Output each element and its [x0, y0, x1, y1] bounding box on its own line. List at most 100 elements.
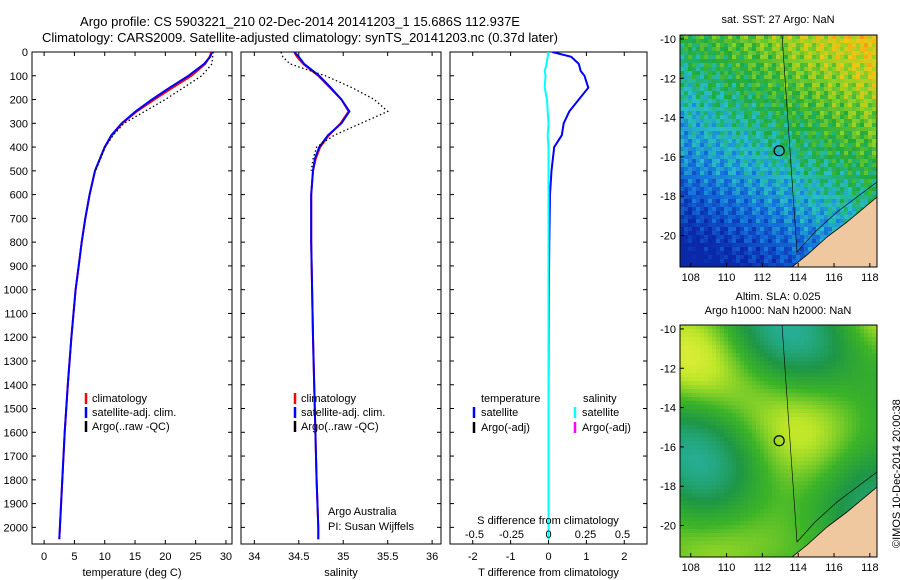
salinity-diff-axis-label: S difference from climatology — [477, 515, 619, 527]
sst-map-frame — [679, 34, 878, 268]
x-tick-label: 5 — [71, 551, 77, 563]
depth-tick-label: 600 — [10, 190, 28, 202]
lat-tick-label: -14 — [660, 403, 676, 415]
lon-tick-label: 110 — [718, 272, 736, 284]
depth-tick-label: 1800 — [4, 475, 28, 487]
lat-tick-label: -14 — [660, 113, 676, 125]
salinity-xlabel: salinity — [324, 567, 358, 579]
lat-tick-label: -12 — [660, 73, 676, 85]
depth-tick-label: 200 — [10, 95, 28, 107]
chart-title-line2: Climatology: CARS2009. Satellite-adjuste… — [42, 30, 558, 45]
depth-tick-label: 300 — [10, 118, 28, 130]
temperature-axes-frame — [31, 51, 233, 545]
lon-tick-label: 108 — [682, 272, 700, 284]
legend-label: satellite-adj. clim. — [301, 407, 385, 419]
depth-tick-label: 500 — [10, 166, 28, 178]
x-tick-label: 34.5 — [288, 551, 309, 563]
legend-label: Argo(-adj) — [481, 422, 530, 434]
sla-map-title-line2: Argo h1000: NaN h2000: NaN — [704, 305, 852, 317]
lat-tick-label: -10 — [660, 34, 676, 46]
lon-tick-label: 112 — [754, 562, 772, 574]
depth-tick-label: 0 — [22, 47, 28, 59]
legend-label: satellite — [582, 407, 619, 419]
lon-tick-label: 114 — [789, 272, 807, 284]
chart-title-line1: Argo profile: CS 5903221_210 02-Dec-2014… — [80, 14, 520, 29]
depth-tick-label: 1400 — [4, 380, 28, 392]
lat-tick-label: -12 — [660, 363, 676, 375]
depth-tick-label: 1500 — [4, 404, 28, 416]
salinity-series-group — [280, 52, 389, 540]
salinity-diff-tick-label: 0.5 — [615, 529, 630, 541]
bathymetry-contour — [781, 35, 877, 253]
legend-title-temperature: temperature — [481, 393, 540, 405]
depth-tick-label: 700 — [10, 213, 28, 225]
x-tick-label: 35.5 — [377, 551, 398, 563]
lat-tick-label: -18 — [660, 191, 676, 203]
temperature-series-group — [58, 52, 214, 540]
depth-tick-label: 900 — [10, 261, 28, 273]
legend-label: Argo(..raw -QC) — [301, 421, 379, 433]
land-mask — [791, 486, 877, 557]
temperature-xlabel: temperature (deg C) — [82, 567, 181, 579]
x-tick-label: 15 — [129, 551, 141, 563]
depth-tick-label: 1900 — [4, 499, 28, 511]
depth-tick-label: 100 — [10, 71, 28, 83]
lon-tick-label: 114 — [789, 562, 807, 574]
depth-tick-label: 1000 — [4, 285, 28, 297]
series-line-climatology — [58, 52, 213, 540]
argo-location-marker — [773, 145, 785, 157]
lat-tick-label: -16 — [660, 152, 676, 164]
salinity-diff-tick-label: 0 — [545, 529, 551, 541]
legend-label: climatology — [301, 393, 357, 405]
depth-tick-label: 2000 — [4, 522, 28, 534]
depth-tick-label: 800 — [10, 237, 28, 249]
panel-temperature: 0100200300400500600700800900100011001200… — [4, 47, 233, 579]
lat-tick-label: -16 — [660, 442, 676, 454]
depth-tick-label: 1300 — [4, 356, 28, 368]
depth-tick-label: 1700 — [4, 451, 28, 463]
x-tick-label: 0 — [41, 551, 47, 563]
x-tick-label: -1 — [506, 551, 516, 563]
credit-pi: PI: Susan Wijffels — [328, 521, 414, 533]
land-mask — [791, 196, 877, 267]
x-tick-label: 34 — [248, 551, 260, 563]
difference-series-group — [543, 52, 590, 540]
x-tick-label: 10 — [99, 551, 111, 563]
sla-map-title-line1: Altim. SLA: 0.025 — [735, 291, 821, 303]
lon-tick-label: 112 — [754, 272, 772, 284]
x-tick-label: 25 — [190, 551, 202, 563]
salinity-axes-frame — [240, 51, 442, 545]
series-line-argo-raw-qc- — [280, 52, 389, 171]
legend-label: satellite — [481, 407, 518, 419]
x-tick-label: 1 — [583, 551, 589, 563]
panel-salinity: 34 34.5 35 35.5 36 salinity climatology satelli… — [240, 51, 442, 579]
lon-tick-label: 116 — [825, 272, 843, 284]
depth-tick-label: 400 — [10, 142, 28, 154]
lon-tick-label: 118 — [861, 562, 879, 574]
x-tick-label: 20 — [159, 551, 171, 563]
sla-map: 108 110 112 114 116 118 -10 -12 -14 -16 -18 -20 — [660, 324, 879, 574]
x-tick-label: 0 — [545, 551, 551, 563]
credit-argo-australia: Argo Australia — [328, 506, 397, 518]
lat-tick-label: -18 — [660, 481, 676, 493]
lon-tick-label: 110 — [718, 562, 736, 574]
panel-difference: -2 -1 0 1 2T difference from climatology temp… — [449, 51, 648, 579]
series-line-satellite-adj-clim- — [293, 52, 351, 540]
legend-label: Argo(..raw -QC) — [92, 421, 170, 433]
argo-location-marker — [773, 435, 785, 447]
x-tick-label: -2 — [468, 551, 478, 563]
depth-tick-label: 1100 — [4, 308, 28, 320]
salinity-diff-tick-label: -0.5 — [465, 529, 484, 541]
bathymetry-contour — [781, 325, 877, 543]
salinity-diff-tick-label: -0.25 — [499, 529, 524, 541]
legend-title-salinity: salinity — [583, 393, 617, 405]
x-tick-label: 30 — [220, 551, 232, 563]
series-line-satellite-salinity- — [543, 52, 550, 540]
lon-tick-label: 116 — [825, 562, 843, 574]
lon-tick-label: 118 — [861, 272, 879, 284]
x-tick-label: 2 — [621, 551, 627, 563]
legend-label: satellite-adj. clim. — [92, 407, 176, 419]
sla-map-frame — [679, 324, 878, 558]
series-line-satellite-temperature- — [547, 52, 590, 540]
